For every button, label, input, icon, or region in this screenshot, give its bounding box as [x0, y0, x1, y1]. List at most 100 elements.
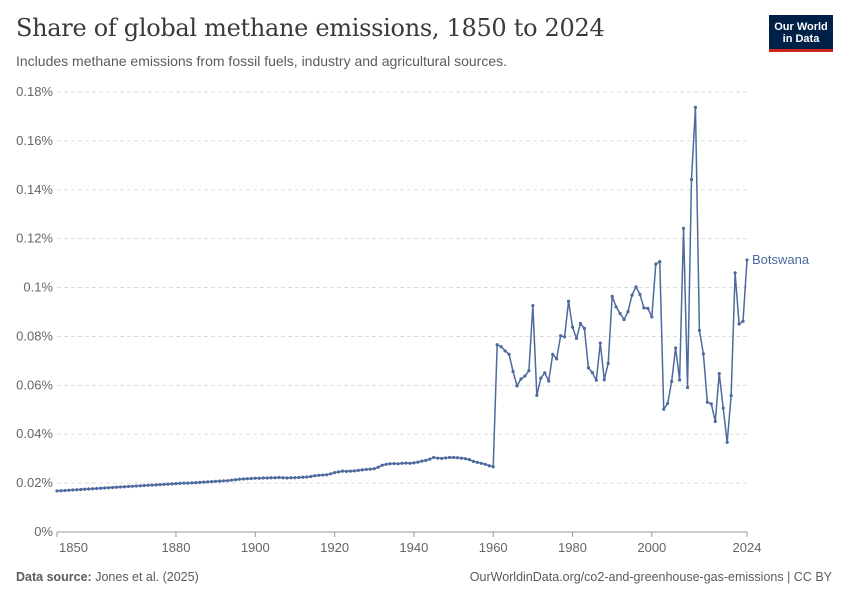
data-point[interactable]	[602, 378, 606, 382]
data-point[interactable]	[503, 349, 507, 353]
data-point[interactable]	[99, 486, 103, 490]
data-point[interactable]	[241, 477, 245, 481]
data-point[interactable]	[618, 311, 622, 316]
data-point[interactable]	[95, 486, 99, 491]
data-point[interactable]	[281, 476, 285, 480]
data-point[interactable]	[356, 468, 360, 472]
data-point[interactable]	[79, 487, 83, 492]
data-point[interactable]	[713, 419, 717, 424]
data-point[interactable]	[162, 482, 166, 486]
data-point[interactable]	[221, 479, 226, 483]
data-point[interactable]	[174, 482, 178, 486]
data-point[interactable]	[340, 469, 345, 473]
data-point[interactable]	[610, 294, 614, 298]
data-point[interactable]	[75, 488, 79, 492]
data-point[interactable]	[297, 475, 301, 480]
data-point[interactable]	[677, 378, 682, 382]
data-point[interactable]	[658, 260, 662, 264]
data-point[interactable]	[83, 487, 87, 491]
data-point[interactable]	[336, 470, 341, 474]
data-point[interactable]	[729, 394, 733, 398]
data-point[interactable]	[114, 485, 119, 489]
data-point[interactable]	[352, 469, 357, 473]
data-point[interactable]	[471, 459, 475, 463]
data-point[interactable]	[388, 462, 392, 466]
data-point[interactable]	[408, 461, 412, 465]
data-point[interactable]	[519, 377, 523, 381]
data-point[interactable]	[693, 105, 698, 109]
data-point[interactable]	[257, 476, 261, 480]
data-point[interactable]	[55, 489, 59, 493]
data-point[interactable]	[332, 471, 337, 475]
data-point[interactable]	[87, 487, 91, 491]
data-point[interactable]	[634, 285, 638, 289]
data-point[interactable]	[376, 465, 380, 469]
data-point[interactable]	[313, 474, 317, 478]
data-point[interactable]	[106, 486, 111, 490]
data-point[interactable]	[142, 483, 146, 488]
data-point[interactable]	[527, 369, 531, 373]
data-point[interactable]	[249, 476, 253, 481]
data-point[interactable]	[261, 476, 265, 480]
data-point[interactable]	[424, 458, 428, 462]
data-point[interactable]	[67, 488, 71, 492]
data-point[interactable]	[317, 473, 321, 477]
data-point[interactable]	[666, 401, 670, 406]
data-point[interactable]	[662, 407, 666, 411]
data-point[interactable]	[582, 326, 587, 330]
data-point[interactable]	[507, 352, 511, 356]
data-point[interactable]	[483, 462, 487, 466]
data-point[interactable]	[555, 357, 559, 361]
data-point[interactable]	[404, 461, 408, 465]
data-point[interactable]	[154, 483, 158, 487]
data-point[interactable]	[511, 369, 515, 373]
data-point[interactable]	[372, 467, 376, 471]
data-point[interactable]	[689, 177, 694, 182]
data-point[interactable]	[559, 334, 563, 338]
data-point[interactable]	[325, 473, 329, 477]
data-point[interactable]	[551, 352, 555, 356]
owid-logo[interactable]: Our World in Data	[769, 15, 833, 52]
data-point[interactable]	[91, 487, 95, 491]
data-point[interactable]	[384, 462, 388, 466]
source-url-link[interactable]: OurWorldinData.org/co2-and-greenhouse-ga…	[469, 570, 832, 584]
data-point[interactable]	[745, 258, 749, 262]
data-point[interactable]	[547, 379, 551, 383]
data-point[interactable]	[539, 376, 543, 380]
data-point[interactable]	[245, 477, 249, 481]
data-point[interactable]	[237, 477, 242, 481]
data-point[interactable]	[638, 292, 642, 296]
data-point[interactable]	[138, 484, 142, 488]
data-point[interactable]	[126, 484, 130, 489]
data-point[interactable]	[285, 476, 289, 480]
data-point[interactable]	[59, 489, 63, 493]
data-point[interactable]	[566, 299, 571, 303]
data-point[interactable]	[515, 384, 519, 388]
data-point[interactable]	[606, 361, 610, 365]
data-point[interactable]	[705, 400, 709, 404]
data-point[interactable]	[654, 262, 658, 266]
data-point[interactable]	[531, 304, 535, 308]
data-point[interactable]	[329, 472, 333, 476]
data-point[interactable]	[265, 476, 269, 480]
data-point[interactable]	[586, 366, 590, 370]
data-point[interactable]	[71, 488, 75, 492]
data-point[interactable]	[444, 456, 448, 460]
data-point[interactable]	[570, 325, 575, 329]
data-point[interactable]	[364, 467, 368, 472]
data-point[interactable]	[130, 484, 134, 488]
data-point[interactable]	[701, 352, 705, 356]
data-point[interactable]	[210, 480, 214, 484]
data-point[interactable]	[428, 457, 432, 461]
data-point[interactable]	[598, 341, 602, 345]
data-point[interactable]	[400, 461, 404, 465]
data-point[interactable]	[685, 385, 690, 390]
data-point[interactable]	[269, 476, 273, 480]
data-point[interactable]	[721, 406, 725, 410]
data-point[interactable]	[495, 343, 499, 347]
data-point[interactable]	[146, 483, 150, 487]
data-point[interactable]	[440, 456, 444, 461]
data-point[interactable]	[186, 481, 190, 485]
data-point[interactable]	[574, 336, 579, 340]
data-point[interactable]	[622, 317, 626, 322]
